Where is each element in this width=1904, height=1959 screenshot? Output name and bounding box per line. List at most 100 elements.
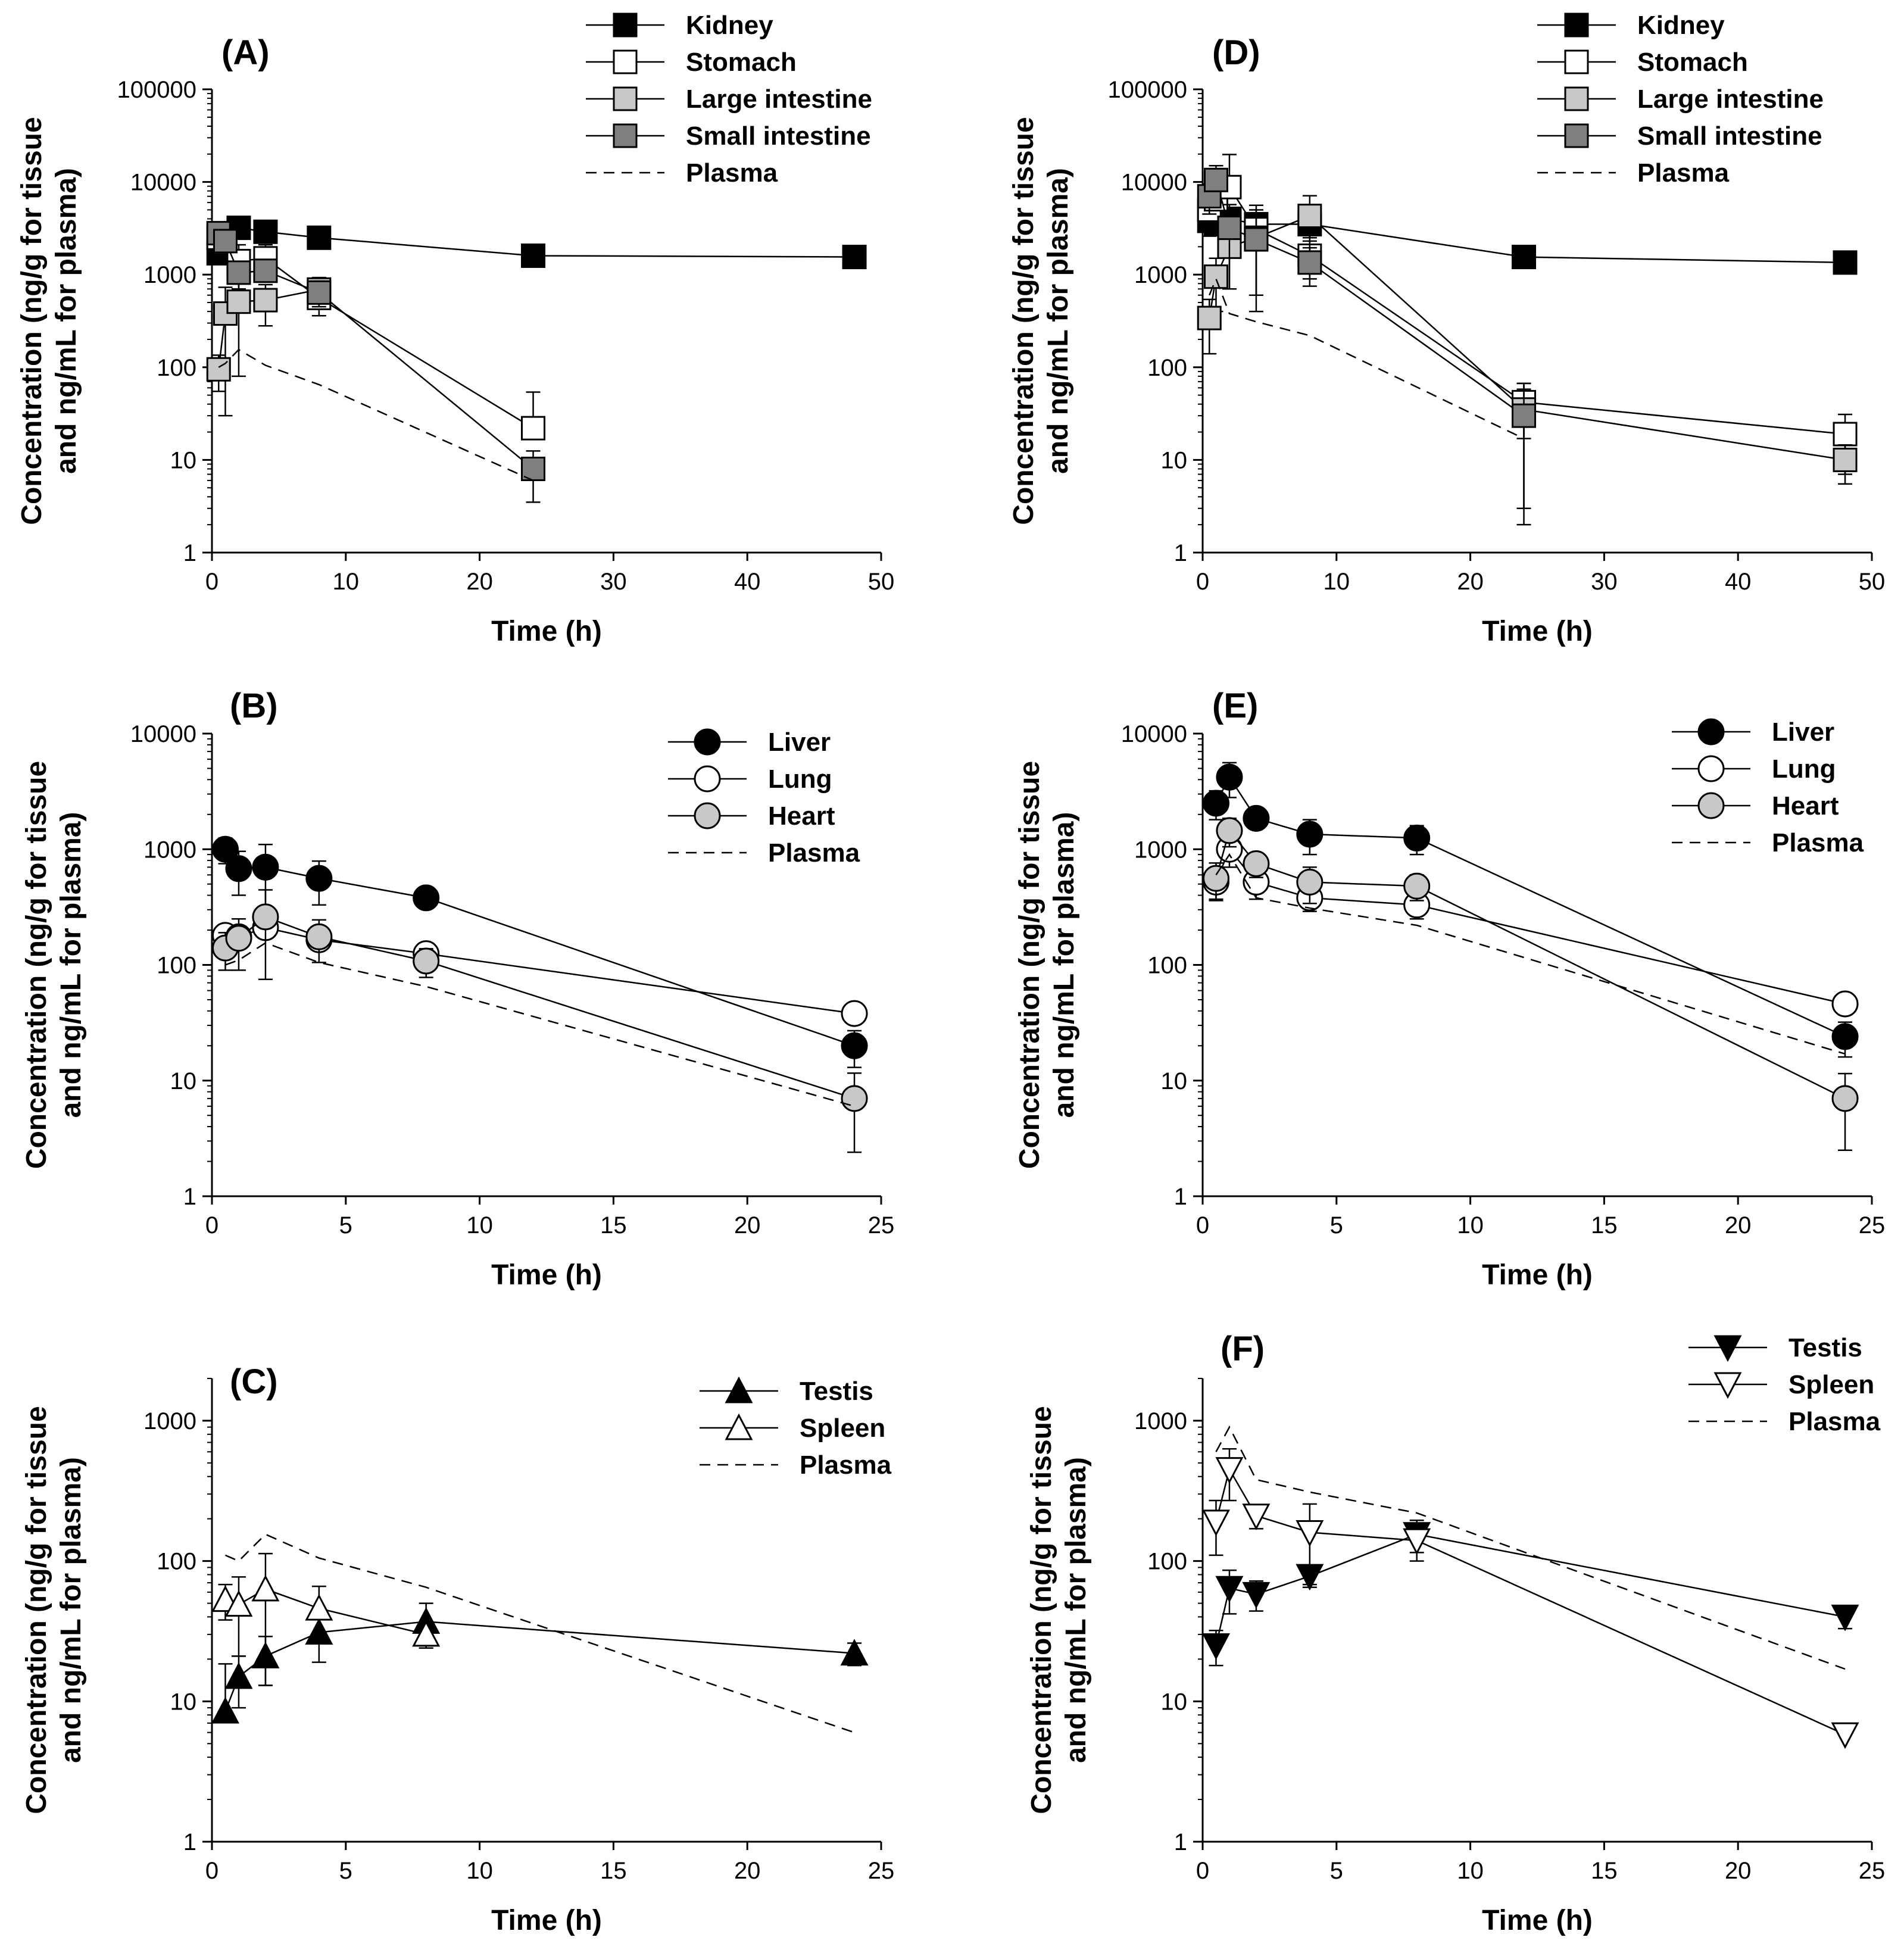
data-point — [1296, 868, 1324, 896]
legend-label: Small intestine — [1637, 121, 1822, 151]
y-tick-label: 1000 — [143, 1408, 196, 1434]
data-point — [1242, 1581, 1271, 1609]
data-point — [1833, 250, 1858, 275]
x-tick-label: 0 — [1196, 1212, 1209, 1239]
data-point — [253, 288, 278, 313]
legend-marker — [1713, 1372, 1742, 1399]
x-tick-label: 25 — [1859, 1858, 1886, 1884]
legend-label: Plasma — [1637, 158, 1730, 188]
x-tick-label: 10 — [1457, 1858, 1484, 1884]
chart-panel-c: 0 5 10 15 20 25 1 10 100 1000 Time (h) Concentratio… — [21, 1362, 894, 1936]
data-point — [1831, 1085, 1859, 1112]
series-stomach — [206, 225, 546, 441]
data-point — [1217, 216, 1242, 241]
legend-label: Plasma — [800, 1450, 892, 1480]
x-tick-label: 0 — [205, 1212, 219, 1239]
x-tick-label: 5 — [1330, 1858, 1343, 1884]
data-point — [1197, 305, 1222, 330]
legend: Kidney Stomach Large intestine Small intest… — [1537, 11, 1824, 188]
x-tick-label: 15 — [600, 1858, 627, 1884]
legend-marker — [1713, 1335, 1742, 1362]
y-tick-label: 100 — [157, 1549, 196, 1575]
legend-marker — [1564, 123, 1589, 148]
chart-panel-a: 0 10 20 30 40 50 1 10 100 1000 10000 100000 Time (h)… — [16, 11, 894, 647]
x-axis-title: Time (h) — [491, 1259, 602, 1291]
legend-marker — [613, 13, 638, 38]
x-tick-label: 15 — [600, 1212, 627, 1239]
x-tick-label: 0 — [205, 1858, 219, 1884]
data-point — [1242, 1503, 1271, 1530]
legend-marker — [1697, 718, 1725, 745]
x-axis-title: Time (h) — [491, 616, 602, 647]
series-liver — [1202, 762, 1859, 1058]
panel-label: (E) — [1212, 687, 1258, 725]
legend: Liver Lung Heart Plasma — [668, 728, 860, 868]
series-plasma — [218, 348, 534, 482]
legend-label: Small intestine — [686, 121, 871, 151]
x-tick-label: 0 — [1196, 569, 1209, 595]
x-tick-label: 20 — [1457, 569, 1484, 595]
legend-label: Plasma — [686, 158, 778, 188]
x-tick-label: 15 — [1591, 1212, 1618, 1239]
data-point — [413, 947, 440, 975]
data-point — [1202, 790, 1229, 817]
x-tick-label: 10 — [466, 1212, 493, 1239]
legend-label: Kidney — [1637, 11, 1725, 40]
y-axis-title-line: Concentration (ng/g for tissue — [21, 1406, 52, 1814]
data-point — [1831, 1023, 1859, 1050]
y-tick-label: 1000 — [1134, 1408, 1187, 1434]
data-point — [1403, 872, 1431, 900]
data-point — [1244, 227, 1269, 252]
y-tick-label: 1 — [1174, 1184, 1187, 1210]
y-tick-label: 1000 — [143, 262, 196, 288]
legend-label: Testis — [1788, 1333, 1862, 1362]
data-point — [225, 855, 252, 882]
y-axis-title-line: Concentration (ng/g for tissue — [21, 761, 52, 1169]
x-tick-label: 5 — [339, 1212, 352, 1239]
legend-marker — [1564, 49, 1589, 74]
legend-label: Heart — [1772, 791, 1839, 821]
y-axis-title-line: and ng/mL for plasma) — [1042, 168, 1074, 474]
x-tick-label: 30 — [600, 569, 627, 595]
legend: Kidney Stomach Large intestine Small intest… — [586, 11, 872, 188]
legend-marker — [694, 728, 721, 756]
x-axis-title: Time (h) — [1482, 1905, 1593, 1936]
plasma-line — [1215, 1425, 1846, 1670]
data-point — [1297, 250, 1322, 275]
series-kidney — [206, 216, 867, 270]
series-spleen — [211, 1552, 441, 1686]
data-point — [305, 865, 333, 892]
data-point — [211, 1696, 239, 1724]
data-point — [1216, 817, 1243, 844]
data-point — [253, 219, 278, 244]
legend-marker — [725, 1376, 753, 1403]
legend-label: Lung — [1772, 754, 1836, 784]
x-tick-label: 5 — [1330, 1212, 1343, 1239]
legend-label: Large intestine — [686, 85, 872, 114]
data-point — [224, 1590, 253, 1617]
legend: Testis Spleen Plasma — [1688, 1333, 1881, 1436]
data-point — [413, 884, 440, 912]
data-point — [213, 229, 238, 254]
x-tick-label: 0 — [1196, 1858, 1209, 1884]
data-point — [305, 1593, 333, 1621]
legend-label: Large intestine — [1637, 85, 1824, 114]
y-axis-title-line: and ng/mL for plasma) — [1060, 1457, 1092, 1763]
y-tick-label: 1 — [183, 540, 196, 566]
y-tick-label: 1 — [183, 1829, 196, 1855]
legend-label: Plasma — [1788, 1407, 1881, 1436]
x-axis-title: Time (h) — [491, 1905, 602, 1936]
data-point — [1243, 804, 1270, 832]
data-point — [1512, 245, 1537, 270]
data-point — [225, 925, 252, 952]
data-point — [226, 289, 251, 314]
data-point — [1296, 821, 1324, 848]
data-point — [1403, 1528, 1431, 1555]
data-point — [251, 1574, 280, 1602]
y-tick-label: 1000 — [1134, 262, 1187, 288]
data-point — [1512, 403, 1537, 428]
data-point — [1216, 763, 1243, 791]
x-tick-label: 30 — [1591, 569, 1618, 595]
y-tick-label: 100000 — [1108, 77, 1187, 103]
data-point — [1201, 1633, 1230, 1660]
